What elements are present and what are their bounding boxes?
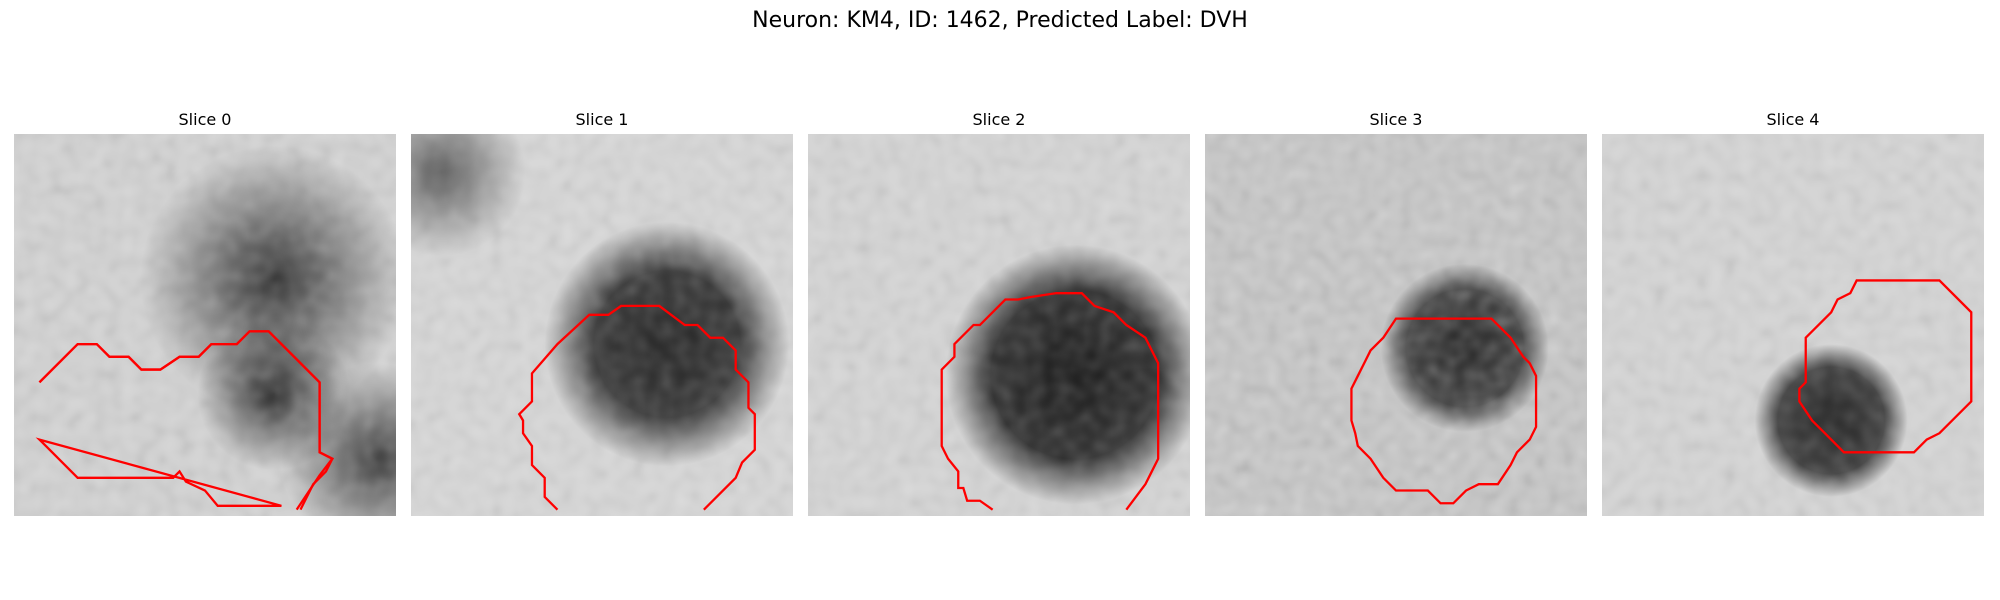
slice-image-3 bbox=[1205, 134, 1587, 516]
slice-image-4 bbox=[1602, 134, 1984, 516]
slice-title-2: Slice 2 bbox=[972, 110, 1026, 129]
slice-panel-3 bbox=[1205, 134, 1587, 516]
slice-image-0 bbox=[14, 134, 396, 516]
slice-image-2 bbox=[808, 134, 1190, 516]
slice-panel-1 bbox=[411, 134, 793, 516]
slice-panel-2 bbox=[808, 134, 1190, 516]
slice-image-1 bbox=[411, 134, 793, 516]
slice-title-3: Slice 3 bbox=[1369, 110, 1423, 129]
figure-title: Neuron: KM4, ID: 1462, Predicted Label: … bbox=[752, 8, 1248, 33]
slice-panel-0 bbox=[14, 134, 396, 516]
slice-title-0: Slice 0 bbox=[178, 110, 232, 129]
slice-title-1: Slice 1 bbox=[575, 110, 629, 129]
slice-title-4: Slice 4 bbox=[1766, 110, 1820, 129]
slice-panel-4 bbox=[1602, 134, 1984, 516]
